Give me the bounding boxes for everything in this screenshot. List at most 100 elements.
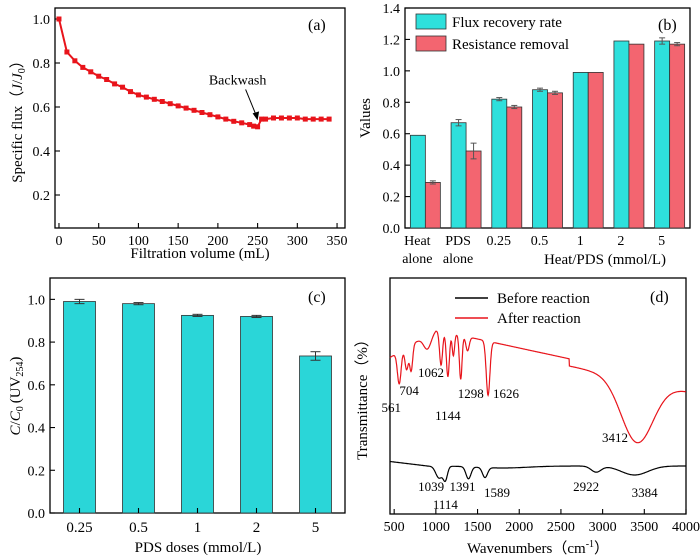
panel-a-data-point — [310, 116, 316, 122]
panel-b-category-label: 1 — [577, 234, 584, 249]
panel-d-x-tick-label: 2000 — [505, 520, 533, 535]
panel-b-bar — [450, 122, 467, 229]
panel-a-data-point — [183, 105, 189, 111]
panel-b-y-tick-label: 1.0 — [383, 65, 401, 80]
panel-d-peak-label-after: 3412 — [602, 430, 628, 445]
panel-d-peak-label-after: 561 — [382, 400, 402, 415]
panel-d-legend-label: After reaction — [497, 311, 581, 327]
panel-a-x-tick-label: 0 — [55, 234, 62, 249]
before-reaction-spectrum — [390, 460, 686, 483]
panel-b-category-label: Heat — [404, 234, 431, 249]
panel-c-y-tick-label: 0.2 — [28, 464, 46, 479]
backwash-annotation: Backwash — [209, 73, 267, 88]
panel-b-category-label: 0.5 — [531, 234, 549, 249]
panel-a-data-point — [215, 114, 221, 120]
panel-b-legend-swatch — [415, 13, 447, 30]
panel-a-data-point — [286, 115, 292, 121]
panel-d-frame — [389, 277, 687, 515]
panel-b-bar — [424, 182, 441, 229]
panel-b-category-label: alone — [443, 252, 473, 267]
panel-b-bar — [491, 98, 508, 229]
panel-a-frame — [54, 7, 346, 229]
panel-d-peak-label-before: 1589 — [484, 485, 510, 500]
panel-c-x-tick-label: 1 — [194, 520, 202, 536]
panel-b-y-tick-label: 0.2 — [383, 191, 401, 206]
panel-a-y-tick-label: 0.8 — [33, 57, 51, 72]
panel-a-y-tick-label: 0.2 — [33, 189, 51, 204]
panel-d-legend: Before reaction After reaction — [455, 291, 590, 327]
panel-a-data-point — [191, 107, 197, 113]
panel-c-x-label: PDS doses (mmol/L) — [135, 540, 262, 556]
panel-b-legend-label: Resistance removal — [452, 37, 569, 53]
panel-a-y-tick-label: 0.4 — [33, 145, 51, 160]
panel-b-category-label: alone — [402, 252, 432, 267]
panel-a-data-point — [255, 124, 261, 130]
panel-a-x-tick-label: 100 — [128, 234, 149, 249]
panel-d-x-label: Wavenumbers（cm-1） — [467, 539, 609, 557]
panel-a-x-tick-label: 300 — [287, 234, 308, 249]
panel-a-data-point — [151, 96, 157, 102]
panel-c-x-tick-label: 0.5 — [129, 520, 148, 536]
panel-a-data-point — [135, 92, 141, 98]
panel-d-peak-label-before: 1114 — [433, 497, 459, 512]
panel-a-data-point — [259, 116, 265, 122]
panel-c-y-label: C/C0(UV254) — [8, 357, 26, 436]
panel-d-peak-label-after: 1298 — [458, 386, 484, 401]
panel-a-data-point — [199, 110, 205, 115]
panel-d-x-tick-label: 1500 — [464, 520, 492, 535]
panel-b-bar — [409, 134, 426, 229]
panel-d-x-ticks: 500 1000 1500 2000 2500 3000 3500 4000 — [384, 509, 700, 535]
panel-b-bar — [669, 43, 686, 229]
panel-a-line-chart: 0.2 0.4 0.6 0.8 1.0 0 50 100 150 200 250 300 350 (a… — [9, 7, 348, 262]
panel-a-data-point — [207, 112, 213, 118]
panel-a-data-point — [80, 64, 86, 70]
panel-d-peak-label-before: 3384 — [632, 485, 659, 500]
panel-a-data-point — [239, 120, 245, 126]
after-reaction-spectrum — [389, 330, 686, 444]
panel-c-x-tick-label: 2 — [253, 520, 261, 536]
panel-a-data-point — [64, 49, 70, 55]
panel-b-y-tick-label: 0.0 — [383, 222, 401, 237]
panel-c-bar — [181, 314, 214, 514]
panel-b-y-tick-label: 0.8 — [383, 96, 401, 111]
panel-d-x-tick-label: 1000 — [422, 520, 450, 535]
panel-a-x-label: Filtration volume (mL) — [130, 246, 269, 262]
panel-d-peak-label-after: 1626 — [493, 386, 520, 401]
panel-a-data-point — [112, 81, 118, 87]
backwash-arrow — [245, 89, 258, 117]
panel-a-data-point — [143, 94, 149, 100]
panel-b-legend: Flux recovery rate Resistance removal — [415, 13, 569, 53]
panel-a-x-tick-label: 50 — [92, 234, 106, 249]
panel-b-y-tick-label: 0.4 — [383, 159, 401, 174]
panel-c-x-tick-label: 0.25 — [66, 520, 92, 536]
panel-a-x-ticks: 0 50 100 150 200 250 300 350 — [55, 223, 348, 249]
panel-a-data-point — [223, 116, 229, 122]
panel-a-data-point — [263, 116, 269, 122]
panel-c-y-tick-label: 0.4 — [28, 422, 46, 437]
backwash-arrowhead — [252, 111, 260, 121]
panel-c-y-ticks: 0.0 0.2 0.4 0.6 0.8 1.0 — [28, 293, 55, 522]
panel-d-peak-label-after: 1144 — [435, 408, 461, 423]
panel-b-bars — [409, 37, 686, 229]
panel-c-x-labels: 0.25 0.5 1 2 5 — [66, 508, 319, 536]
panel-b-bar — [506, 106, 523, 229]
panel-b-category-label: 5 — [658, 234, 665, 249]
panel-c-bar — [122, 303, 155, 514]
panel-b-y-tick-label: 1.2 — [383, 33, 401, 48]
panel-b-label: (b) — [658, 17, 677, 34]
panel-a-data-point — [231, 118, 237, 124]
panel-d-peak-label-after: 704 — [399, 383, 419, 398]
panel-c-bar-chart: 0.0 0.2 0.4 0.6 0.8 1.0 0.25 0.5 1 2 5 (c) PDS do… — [8, 277, 346, 556]
panel-b-legend-label: Flux recovery rate — [452, 15, 562, 31]
panel-c-y-tick-label: 0.0 — [28, 507, 46, 522]
panel-d-x-tick-label: 500 — [384, 520, 405, 535]
panel-d-x-tick-label: 2500 — [547, 520, 575, 535]
panel-d-peak-label-before: 2922 — [573, 479, 599, 494]
panel-a-data-point — [127, 89, 133, 95]
panel-d-peak-label-before: 1391 — [449, 479, 475, 494]
panel-d-y-label: Transmittance（%） — [354, 332, 371, 460]
panel-a-y-ticks: 0.2 0.4 0.6 0.8 1.0 — [33, 13, 60, 204]
panel-a-label: (a) — [308, 17, 326, 34]
panel-c-bar — [240, 316, 273, 514]
